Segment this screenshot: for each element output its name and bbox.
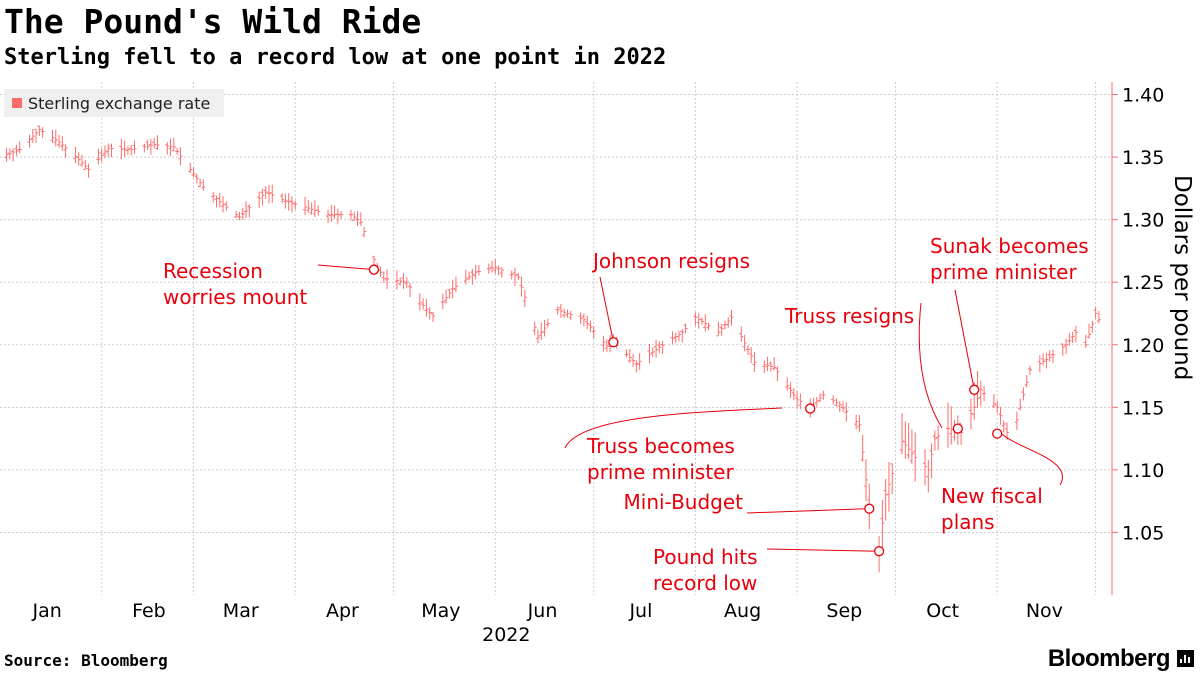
annotation-label-line: Truss resigns [784, 304, 914, 328]
x-tick-label: May [421, 600, 460, 622]
chart-subtitle: Sterling fell to a record low at one poi… [4, 45, 667, 70]
annotation-label-line: record low [653, 571, 757, 595]
annotation-label-line: Pound hits [653, 545, 757, 569]
annotation-label: Truss becomes prime minister [586, 434, 735, 484]
annotation-marker [805, 403, 816, 414]
x-tick-label: Aug [724, 600, 761, 622]
annotation-leader [317, 264, 374, 271]
annotation-leader [918, 302, 943, 429]
brand-logo: Bloomberg [1047, 645, 1171, 672]
annotation-label-line: prime minister [587, 460, 734, 484]
legend-swatch [12, 98, 22, 108]
x-tick-label: Apr [326, 600, 359, 622]
annotation-marker [368, 264, 380, 275]
annotation-label: New fiscal plans [941, 484, 1043, 534]
x-tick-label: Jan [32, 600, 62, 622]
y-tick-label: 1.40 [1122, 85, 1164, 107]
annotation-label: Sunak becomes prime minister [930, 234, 1089, 284]
legend: Sterling exchange rate [4, 89, 224, 117]
brand-icon [1177, 650, 1194, 667]
x-tick-label: Mar [223, 600, 259, 622]
source-note: Source: Bloomberg [4, 651, 168, 670]
annotation-marker [992, 428, 1003, 439]
annotation-label: Johnson resigns [591, 249, 750, 273]
y-tick-label: 1.05 [1122, 522, 1164, 544]
annotation-label: Pound hits record low [653, 545, 757, 595]
x-tick-label: Jul [628, 600, 652, 622]
chart-title: The Pound's Wild Ride [4, 2, 422, 41]
y-tick-label: 1.20 [1122, 335, 1164, 357]
annotation-leader [564, 407, 783, 449]
y-tick-label: 1.30 [1122, 210, 1164, 232]
y-tick-label: 1.35 [1122, 147, 1164, 169]
annotation-leader [1001, 433, 1063, 486]
annotation-leader [954, 289, 975, 390]
annotation-label: Recession worries mount [163, 259, 307, 309]
annotation-leader [746, 508, 870, 514]
y-axis: 1.05 1.10 1.15 1.20 1.25 1.30 1.35 1.40 Dollars … [1111, 82, 1195, 595]
series-price-bars [4, 125, 1101, 573]
y-tick-label: 1.25 [1122, 272, 1164, 294]
annotation-label-line: worries mount [163, 285, 307, 309]
y-tick-label: 1.10 [1122, 460, 1164, 482]
x-tick-label: Nov [1026, 600, 1063, 622]
annotation-label-line: Truss becomes [586, 434, 735, 458]
annotation-label-line: Mini-Budget [624, 490, 744, 514]
annotation-marker [873, 546, 885, 557]
annotation-marker [969, 384, 980, 395]
x-tick-label: Jun [527, 600, 558, 622]
annotation-marker [608, 337, 619, 348]
annotation-label: Truss resigns [784, 304, 914, 328]
x-axis: Jan Feb Mar Apr May Jun Jul Aug Sep Oct Nov 2022 [32, 600, 1063, 646]
annotation-label-line: New fiscal [941, 484, 1043, 508]
annotation-leader [766, 548, 880, 552]
annotation-marker [952, 423, 963, 434]
annotation-marker [864, 503, 875, 514]
annotation-leader [599, 276, 614, 343]
annotation-label-line: Johnson resigns [591, 249, 750, 273]
legend-label: Sterling exchange rate [28, 93, 211, 113]
annotation-label-line: prime minister [930, 260, 1077, 284]
annotations: Recession worries mount Johnson resigns Tru… [163, 234, 1089, 595]
x-axis-label: 2022 [482, 624, 530, 646]
x-tick-label: Oct [926, 600, 959, 622]
x-tick-label: Feb [132, 600, 166, 622]
x-tick-label: Sep [826, 600, 862, 622]
y-axis-label: Dollars per pound [1169, 175, 1195, 380]
gridlines [0, 82, 1112, 595]
annotation-label-line: Recession [163, 259, 263, 283]
annotation-label-line: Sunak becomes [930, 234, 1089, 258]
annotation-label: Mini-Budget [624, 490, 744, 514]
y-tick-label: 1.15 [1122, 397, 1164, 419]
annotation-label-line: plans [941, 510, 995, 534]
